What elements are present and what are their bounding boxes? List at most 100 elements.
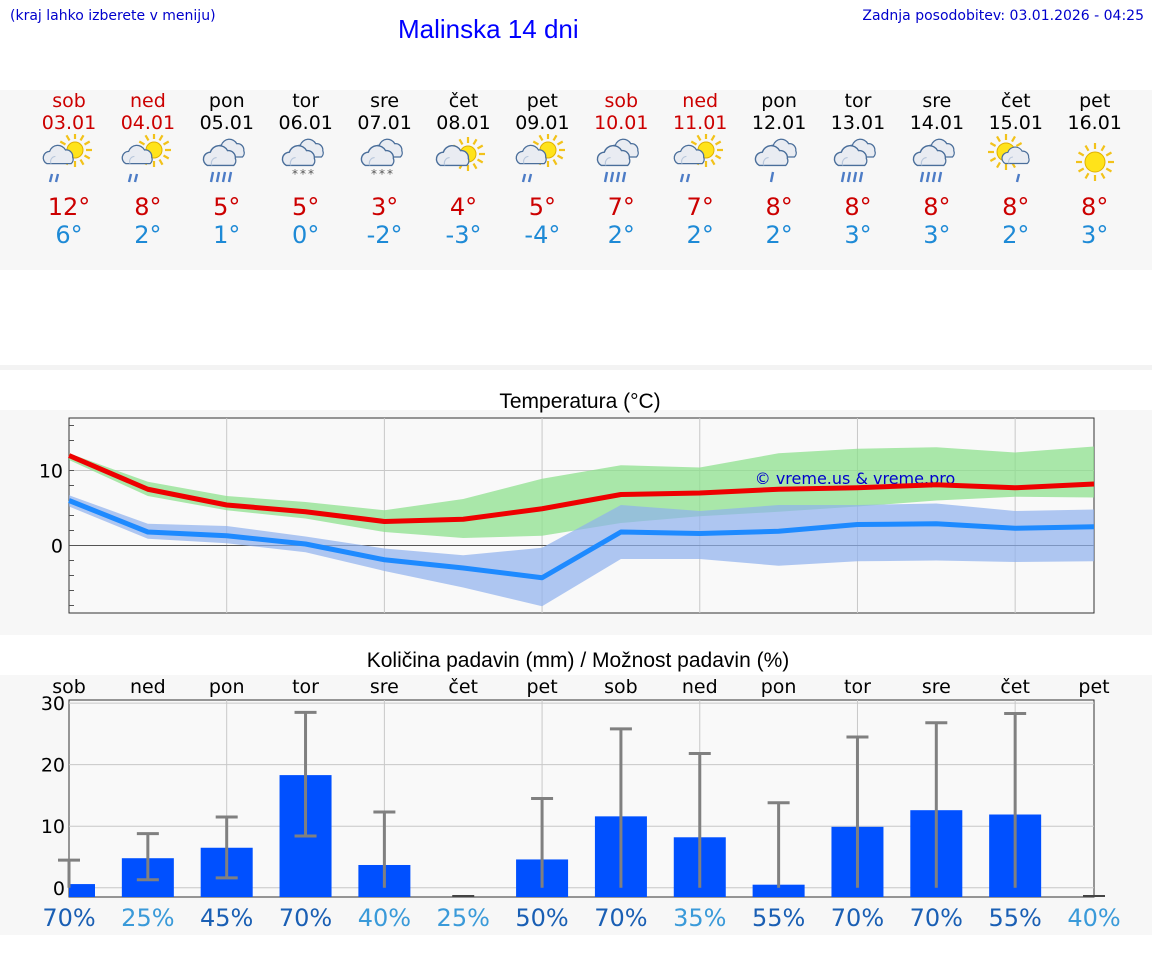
sun-cloud-rain-icon — [660, 134, 740, 194]
min-temp: -4° — [524, 221, 561, 249]
chart-watermark: © vreme.us & vreme.pro — [755, 469, 956, 488]
day-column: čet 08.01 4° -3° — [424, 90, 504, 249]
day-column: tor 13.01 8° 3° — [818, 90, 898, 249]
cloud-snow-icon: * * * — [266, 134, 346, 194]
precip-x-tick: sre — [370, 676, 399, 698]
min-temp: -3° — [445, 221, 482, 249]
precip-probability: 70% — [278, 904, 333, 932]
precip-probability: 25% — [436, 904, 490, 932]
svg-text:*: * — [371, 167, 377, 181]
day-date: 05.01 — [199, 112, 254, 134]
min-temp: 0° — [292, 221, 320, 249]
max-temp: 3° — [370, 193, 399, 221]
max-temp: 7° — [607, 193, 635, 221]
header-note: (kraj lahko izberete v meniju) — [10, 8, 216, 24]
cloud-rain-icon — [187, 134, 267, 194]
precip-x-tick: čet — [1000, 676, 1030, 698]
day-name: pet — [1079, 90, 1111, 112]
max-temp: 5° — [292, 193, 320, 221]
precip-probability: 55% — [988, 904, 1042, 932]
sun-cloud-light-rain-icon — [976, 134, 1056, 194]
precip-probability: 70% — [909, 904, 963, 932]
precip-x-tick: sob — [52, 676, 86, 698]
min-temp: 2° — [607, 221, 635, 249]
day-date: 14.01 — [909, 112, 965, 134]
svg-text:*: * — [292, 167, 298, 181]
precip-probability: 25% — [121, 904, 175, 932]
max-temp: 8° — [1002, 193, 1030, 221]
precip-x-tick: pon — [761, 676, 797, 698]
day-name: ned — [682, 90, 719, 112]
temp-y-tick: 0 — [51, 536, 63, 558]
day-name: pet — [526, 90, 558, 112]
precip-x-tick: pet — [526, 676, 557, 698]
precip-y-tick: 10 — [41, 816, 65, 838]
day-column: pon 05.01 5° 1° — [187, 90, 267, 249]
precip-probability: 55% — [751, 904, 806, 932]
precip-probability: 40% — [1067, 904, 1121, 932]
precip-y-tick: 20 — [41, 755, 65, 777]
temp-min-line — [68, 498, 1095, 581]
precip-x-tick: sre — [922, 676, 951, 698]
min-temp: 1° — [213, 221, 241, 249]
sun-cloud-rain-icon — [502, 134, 582, 194]
min-temp: 3° — [1081, 221, 1109, 249]
day-column: ned 04.01 8° 2° — [108, 90, 188, 249]
day-name: sob — [52, 90, 86, 112]
precip-probability: 70% — [594, 904, 648, 932]
precip-bar — [69, 884, 95, 897]
day-name: sre — [922, 90, 952, 112]
day-column: čet 15.01 8° 2° — [976, 90, 1056, 249]
svg-text:*: * — [379, 167, 385, 181]
cloud-light-rain-icon — [739, 134, 819, 194]
day-name: pon — [761, 90, 797, 112]
day-name: tor — [844, 90, 872, 112]
day-column: pet 16.01 8° 3° — [1055, 90, 1135, 249]
day-name: čet — [1001, 90, 1031, 112]
precip-bar — [752, 884, 805, 897]
day-date: 11.01 — [672, 112, 728, 134]
min-temp: -2° — [366, 221, 403, 249]
day-name: pon — [208, 90, 245, 112]
precip-probability: 50% — [515, 904, 569, 932]
max-temp: 5° — [528, 193, 557, 221]
day-name: sob — [604, 90, 639, 112]
day-date: 06.01 — [278, 112, 333, 134]
cloud-rain-icon — [581, 134, 661, 194]
precip-chart-title: Količina padavin (mm) / Možnost padavin … — [367, 649, 790, 672]
svg-text:*: * — [308, 167, 314, 181]
max-temp: 8° — [844, 193, 872, 221]
cloud-snow-icon: * * * — [345, 134, 425, 194]
precip-probability: 35% — [673, 904, 727, 932]
day-date: 13.01 — [830, 112, 886, 134]
max-temp: 12° — [47, 193, 91, 221]
day-date: 04.01 — [120, 112, 176, 134]
day-column: sre 14.01 8° 3° — [897, 90, 977, 249]
precip-x-tick: ned — [682, 676, 718, 698]
max-temp: 8° — [1081, 193, 1109, 221]
page-title: Malinska 14 dni — [398, 14, 579, 44]
temp-chart-title: Temperatura (°C) — [499, 390, 660, 413]
sun-cloud-rain-icon — [29, 134, 109, 194]
precip-y-tick: 0 — [53, 878, 65, 900]
day-name: ned — [129, 90, 166, 112]
day-date: 07.01 — [357, 112, 412, 134]
svg-text:*: * — [300, 167, 306, 181]
precip-x-tick: tor — [292, 676, 319, 698]
day-column: sre 07.01 * * * 3° -2° — [345, 90, 425, 249]
precip-probability: 70% — [830, 904, 885, 932]
day-name: čet — [448, 90, 479, 112]
day-column: sob 03.01 12° 6° — [29, 90, 109, 249]
precip-x-tick: sob — [604, 676, 638, 698]
precip-x-tick: čet — [448, 676, 478, 698]
temp-min-range-band — [69, 495, 1094, 607]
precip-probability: 45% — [200, 904, 254, 932]
precip-y-tick: 30 — [41, 693, 65, 715]
min-temp: 2° — [1002, 221, 1030, 249]
day-date: 03.01 — [41, 112, 97, 134]
day-column: ned 11.01 7° 2° — [660, 90, 740, 249]
precip-x-tick: pon — [209, 676, 245, 698]
max-temp: 7° — [686, 193, 714, 221]
day-date: 10.01 — [594, 112, 649, 134]
